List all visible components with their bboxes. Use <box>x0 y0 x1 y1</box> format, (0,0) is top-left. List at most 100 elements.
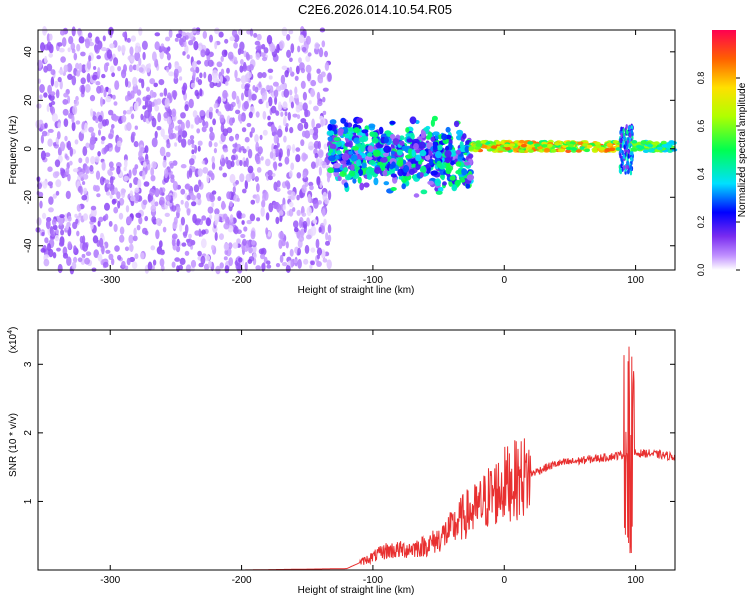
spectrogram-point <box>295 65 300 75</box>
spectrogram-point <box>368 160 376 165</box>
spectrogram-point <box>168 125 172 136</box>
spectrogram-y-axis: -40 -20 0 20 40 <box>23 46 675 253</box>
spectrogram-point <box>179 257 186 265</box>
spectrogram-point <box>503 143 510 148</box>
spectrogram-point <box>206 217 211 227</box>
spectrogram-point <box>243 100 249 110</box>
spectrogram-point <box>54 171 60 177</box>
spectrogram-point <box>235 180 240 185</box>
spectrogram-y-tick-label: 40 <box>23 46 34 58</box>
spectrogram-point <box>208 140 213 148</box>
spectrogram-point <box>475 143 482 147</box>
spectrogram-point <box>317 141 321 150</box>
spectrogram-point <box>141 40 148 50</box>
spectrogram-point <box>73 52 78 61</box>
spectrogram-point <box>622 165 626 171</box>
spectrogram-point <box>123 175 130 182</box>
spectrogram-point <box>316 91 321 101</box>
snr-frame <box>37 329 676 571</box>
spectrogram-point <box>90 156 96 165</box>
spectrogram-point <box>297 122 304 132</box>
spectrogram-point <box>302 220 308 229</box>
spectrogram-point <box>260 156 264 161</box>
snr-y-tick-label: 2 <box>23 430 34 436</box>
spectrogram-point <box>180 188 186 195</box>
spectrogram-point <box>47 84 52 95</box>
spectrogram-point <box>130 113 135 120</box>
spectrogram-point <box>160 46 166 52</box>
spectrogram-point <box>50 229 56 238</box>
spectrogram-point <box>51 218 57 226</box>
spectrogram-point <box>309 128 315 135</box>
spectrogram-point <box>150 175 156 182</box>
spectrogram-point <box>95 36 100 44</box>
colorbar-tick-label: 0.6 <box>696 120 706 133</box>
snr-x-axis: -300 -200 -100 0 100 <box>100 330 644 586</box>
spectrogram-point <box>54 234 60 242</box>
spectrogram-point <box>79 235 84 244</box>
spectrogram-point <box>513 147 519 152</box>
spectrogram-point <box>159 92 164 97</box>
spectrogram-point <box>211 162 216 170</box>
spectrogram-point <box>146 86 150 92</box>
spectrogram-point <box>257 72 263 79</box>
spectrogram-point <box>340 117 347 124</box>
spectrogram-point <box>245 51 250 60</box>
spectrogram-point <box>66 256 72 267</box>
spectrogram-point <box>56 131 61 140</box>
spectrogram-point <box>246 219 252 225</box>
spectrogram-point <box>129 106 134 112</box>
spectrogram-point <box>219 114 225 123</box>
spectrogram-point <box>408 168 415 175</box>
spectrogram-point <box>234 56 238 63</box>
spectrogram-point <box>310 260 315 266</box>
spectrogram-point <box>158 79 165 86</box>
spectrogram-point <box>133 102 139 112</box>
spectrogram-point <box>565 149 572 153</box>
spectrogram-point <box>333 137 341 142</box>
spectrogram-point <box>279 83 286 91</box>
spectrogram-point <box>124 159 128 168</box>
spectrogram-point <box>364 155 373 161</box>
spectrogram-point <box>117 45 122 52</box>
spectrogram-point <box>213 103 218 109</box>
spectrogram-point <box>296 172 302 179</box>
colorbar-tick-label: 0.8 <box>696 72 706 85</box>
spectrogram-point <box>105 249 111 254</box>
spectrogram-point <box>124 95 130 102</box>
spectrogram-point <box>202 30 207 39</box>
colorbar-tick-label: 0.2 <box>696 216 706 229</box>
snr-x-tick-label: 100 <box>627 575 644 586</box>
spectrogram-point <box>164 97 170 108</box>
spectrogram-point <box>306 72 311 82</box>
spectrogram-point <box>143 161 147 168</box>
spectrogram-point <box>128 169 132 179</box>
spectrogram-point <box>280 74 286 85</box>
spectrogram-point <box>464 145 470 153</box>
spectrogram-point <box>108 109 114 116</box>
spectrogram-point <box>171 90 178 99</box>
spectrogram-point <box>111 198 117 205</box>
snr-y-axis-label: SNR (10 * v/v) <box>8 413 19 477</box>
spectrogram-point <box>353 166 361 171</box>
spectrogram-point <box>373 177 379 186</box>
spectrogram-point <box>453 120 460 128</box>
spectrogram-point <box>90 132 96 138</box>
spectrogram-point <box>184 104 189 112</box>
spectrogram-point <box>214 41 218 50</box>
spectrogram-point <box>80 84 86 95</box>
spectrogram-point <box>620 163 623 169</box>
spectrogram-point <box>198 179 202 187</box>
spectrogram-point <box>228 135 234 142</box>
spectrogram-point <box>81 253 86 259</box>
spectrogram-point <box>108 88 112 95</box>
spectrogram-point <box>120 188 126 196</box>
spectrogram-point <box>97 220 101 227</box>
spectrogram-point <box>445 167 452 175</box>
spectrogram-point <box>244 136 250 143</box>
spectrogram-point <box>257 146 263 155</box>
spectrogram-point <box>622 154 626 160</box>
spectrogram-point <box>97 122 103 130</box>
spectrogram-point <box>44 55 48 64</box>
spectrogram-point <box>236 210 242 219</box>
